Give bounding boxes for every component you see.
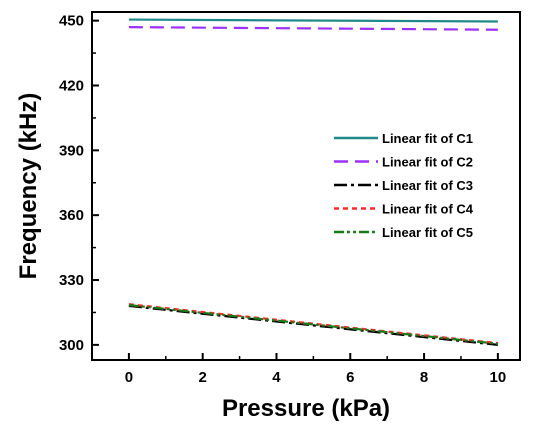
y-tick-label: 330 <box>59 272 84 289</box>
y-tick-label: 300 <box>59 337 84 354</box>
x-axis: 0 2 4 6 8 10 <box>91 353 507 386</box>
legend-label-c2: Linear fit of C2 <box>382 155 473 170</box>
y-axis: 300 330 360 390 420 450 <box>59 13 99 354</box>
legend-label-c3: Linear fit of C3 <box>382 178 473 193</box>
x-tick-label: 2 <box>199 369 207 386</box>
y-tick-label: 360 <box>59 207 84 224</box>
legend-label-c5: Linear fit of C5 <box>382 225 473 240</box>
y-axis-title: Frequency (kHz) <box>15 93 42 280</box>
x-axis-title: Pressure (kPa) <box>222 395 390 422</box>
x-tick-label: 4 <box>272 369 281 386</box>
y-tick-label: 450 <box>59 13 84 30</box>
legend: Linear fit of C1 Linear fit of C2 Linear f… <box>334 131 474 240</box>
y-tick-label: 390 <box>59 142 84 159</box>
x-tick-label: 0 <box>125 369 133 386</box>
series-line-c3 <box>128 304 498 346</box>
plot-frame <box>91 11 521 361</box>
legend-label-c4: Linear fit of C4 <box>382 202 474 217</box>
y-tick-label: 420 <box>59 77 84 94</box>
x-tick-label: 10 <box>490 369 507 386</box>
series-line-c1 <box>128 18 498 23</box>
series-line-c5 <box>128 304 498 345</box>
legend-label-c1: Linear fit of C1 <box>382 131 473 146</box>
x-tick-label: 6 <box>346 369 354 386</box>
series-line-c2 <box>128 26 498 31</box>
x-tick-label: 8 <box>420 369 428 386</box>
series-lines <box>128 18 498 346</box>
